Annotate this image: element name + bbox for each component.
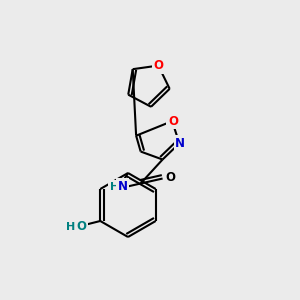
- Text: N: N: [175, 137, 185, 150]
- Text: O: O: [76, 220, 86, 233]
- Text: H: H: [110, 182, 119, 191]
- Text: O: O: [168, 115, 178, 128]
- Text: H: H: [66, 222, 75, 232]
- Text: N: N: [118, 180, 128, 193]
- Text: O: O: [166, 171, 176, 184]
- Text: O: O: [153, 59, 163, 72]
